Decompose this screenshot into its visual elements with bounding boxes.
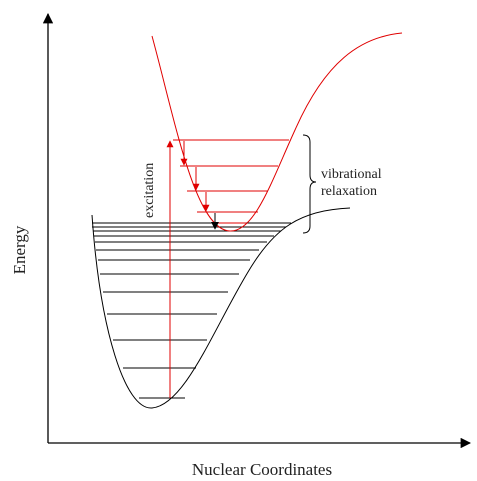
relaxation-arrows (180, 141, 219, 230)
ground-state-curve (91, 207, 351, 409)
excited-vibrational-levels (173, 139, 289, 224)
excitation-label: excitation (142, 163, 157, 218)
relaxation-bracket (302, 134, 317, 234)
y-axis-label: Energy (10, 225, 29, 274)
relaxation-label-line1: vibrational (321, 167, 382, 182)
excited-state-curve (151, 32, 403, 232)
relaxation-label-line2: relaxation (321, 184, 377, 199)
ground-vibrational-levels (92, 222, 291, 399)
x-axis-label: Nuclear Coordinates (192, 460, 332, 479)
